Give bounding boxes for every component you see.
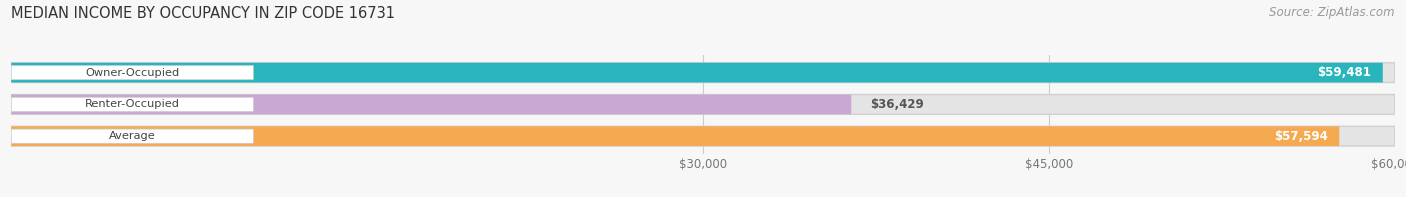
FancyBboxPatch shape	[11, 126, 1395, 146]
FancyBboxPatch shape	[11, 97, 253, 112]
FancyBboxPatch shape	[11, 95, 1395, 114]
FancyBboxPatch shape	[11, 63, 1395, 83]
FancyBboxPatch shape	[11, 95, 851, 114]
FancyBboxPatch shape	[11, 126, 1340, 146]
Text: MEDIAN INCOME BY OCCUPANCY IN ZIP CODE 16731: MEDIAN INCOME BY OCCUPANCY IN ZIP CODE 1…	[11, 6, 395, 21]
Text: Owner-Occupied: Owner-Occupied	[86, 68, 180, 78]
Text: Source: ZipAtlas.com: Source: ZipAtlas.com	[1270, 6, 1395, 19]
Text: $36,429: $36,429	[870, 98, 924, 111]
Text: $57,594: $57,594	[1274, 130, 1327, 143]
Text: Renter-Occupied: Renter-Occupied	[84, 99, 180, 109]
FancyBboxPatch shape	[11, 63, 1382, 83]
FancyBboxPatch shape	[11, 66, 253, 80]
FancyBboxPatch shape	[11, 129, 253, 143]
Text: $59,481: $59,481	[1317, 66, 1371, 79]
Text: Average: Average	[108, 131, 156, 141]
